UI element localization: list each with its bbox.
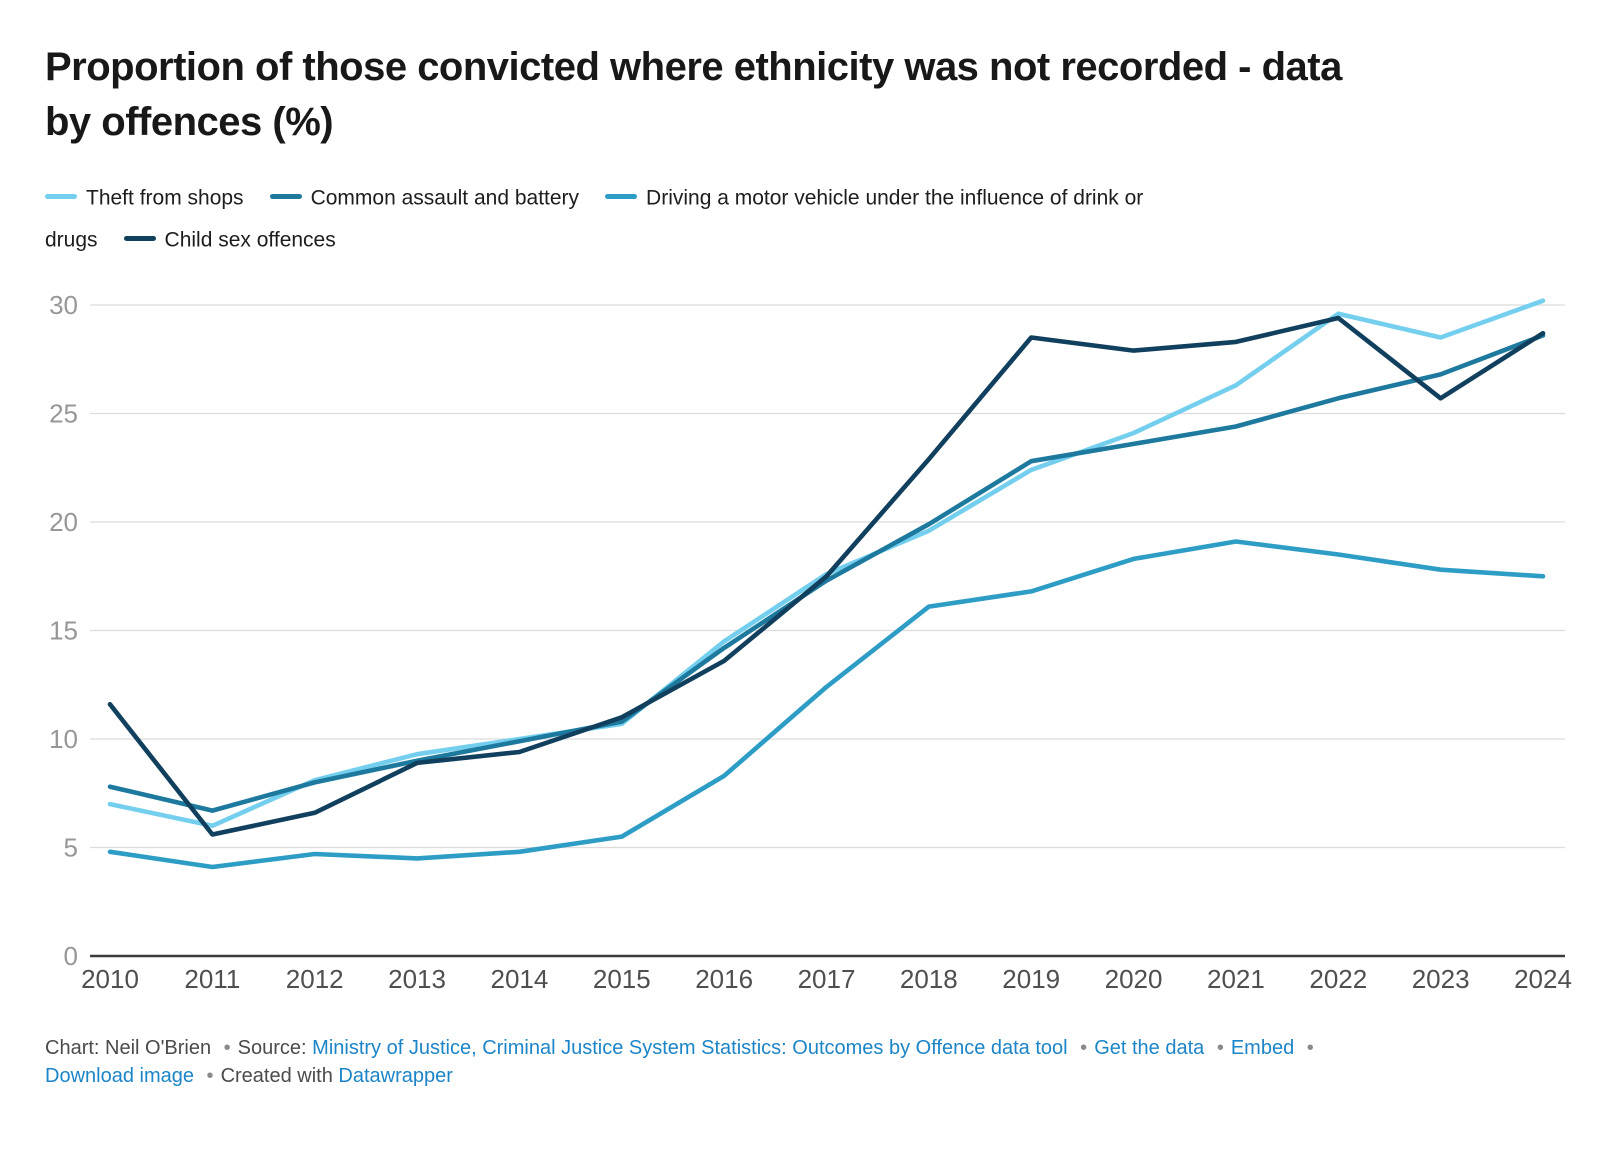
footer-text: Source: [237,1037,313,1059]
footer-separator: • [1080,1037,1088,1059]
x-tick-label-2016: 2016 [695,964,753,994]
legend-item-label: drugs [45,228,98,252]
y-tick-label-10: 10 [49,724,78,754]
y-tick-label-30: 30 [49,290,78,320]
x-tick-label-2014: 2014 [491,964,549,994]
footer-separator: • [1216,1037,1224,1059]
x-tick-label-2023: 2023 [1412,964,1470,994]
y-tick-label-5: 5 [64,833,78,863]
legend-item: Theft from shops [45,186,244,209]
legend-row-1: Theft from shops Common assault and batte… [45,177,1555,219]
legend-item: Driving a motor vehicle under the influe… [605,186,1143,209]
legend-swatch-icon [45,193,77,199]
footer-link-ministry-of-justice-criminal-justice-system-statistics-outcomes-by-offence-data-tool[interactable]: Ministry of Justice, Criminal Justice Sy… [312,1037,1068,1059]
page-title: Proportion of those convicted where ethn… [45,40,1342,150]
page-title-line-2: by offences (%) [45,100,334,144]
x-tick-label-2022: 2022 [1309,964,1367,994]
legend-item-label: Child sex offences [164,228,336,252]
legend-swatch-icon [123,236,156,242]
footer-link-datawrapper[interactable]: Datawrapper [338,1065,453,1087]
footer-separator: • [1306,1037,1314,1059]
legend-item-label: Common assault and battery [310,186,580,210]
x-tick-label-2010: 2010 [81,964,139,994]
series-line-child-sex-offences [107,315,1546,837]
x-tick-label-2013: 2013 [388,964,446,994]
series-line-common-assault-and-battery [107,333,1546,813]
footer-separator: • [223,1037,231,1059]
y-tick-label-0: 0 [64,941,78,971]
series-line-theft-from-shops [107,298,1546,829]
y-tick-label-15: 15 [49,616,78,646]
legend-item: Child sex offences [123,228,336,252]
legend-swatch-icon [269,193,302,199]
legend-item: drugs [45,228,98,252]
footer-link-download-image[interactable]: Download image [45,1065,194,1087]
x-tick-label-2020: 2020 [1105,964,1163,994]
legend-row-2: drugs Child sex offences [45,219,1555,261]
y-tick-label-25: 25 [49,399,78,429]
chart-legend: Theft from shops Common assault and batte… [45,177,1555,262]
series-line-driving-a-motor-vehicle-under-the-influence-of-drink-or-drugs [107,539,1546,870]
x-tick-label-2021: 2021 [1207,964,1265,994]
legend-swatch-icon [605,193,638,199]
x-tick-label-2015: 2015 [593,964,651,994]
chart-footer: Chart: Neil O'Brien • Source: Ministry of… [45,1034,1565,1090]
footer-text: Chart: Neil O'Brien [45,1037,217,1059]
x-tick-label-2012: 2012 [286,964,344,994]
page-title-line-1: Proportion of those convicted where ethn… [45,45,1342,89]
legend-item-label: Driving a motor vehicle under the influe… [646,186,1144,210]
x-tick-label-2024: 2024 [1514,964,1572,994]
x-tick-label-2019: 2019 [1002,964,1060,994]
footer-link-get-the-data[interactable]: Get the data [1094,1037,1205,1059]
legend-item-label: Theft from shops [86,186,244,210]
x-tick-label-2017: 2017 [798,964,856,994]
x-tick-label-2018: 2018 [900,964,958,994]
footer-link-embed[interactable]: Embed [1230,1037,1295,1059]
x-tick-label-2011: 2011 [184,964,240,994]
y-tick-label-20: 20 [49,507,78,537]
footer-separator: • [206,1065,214,1087]
footer-text: Created with [220,1065,339,1087]
legend-item: Common assault and battery [269,186,580,210]
